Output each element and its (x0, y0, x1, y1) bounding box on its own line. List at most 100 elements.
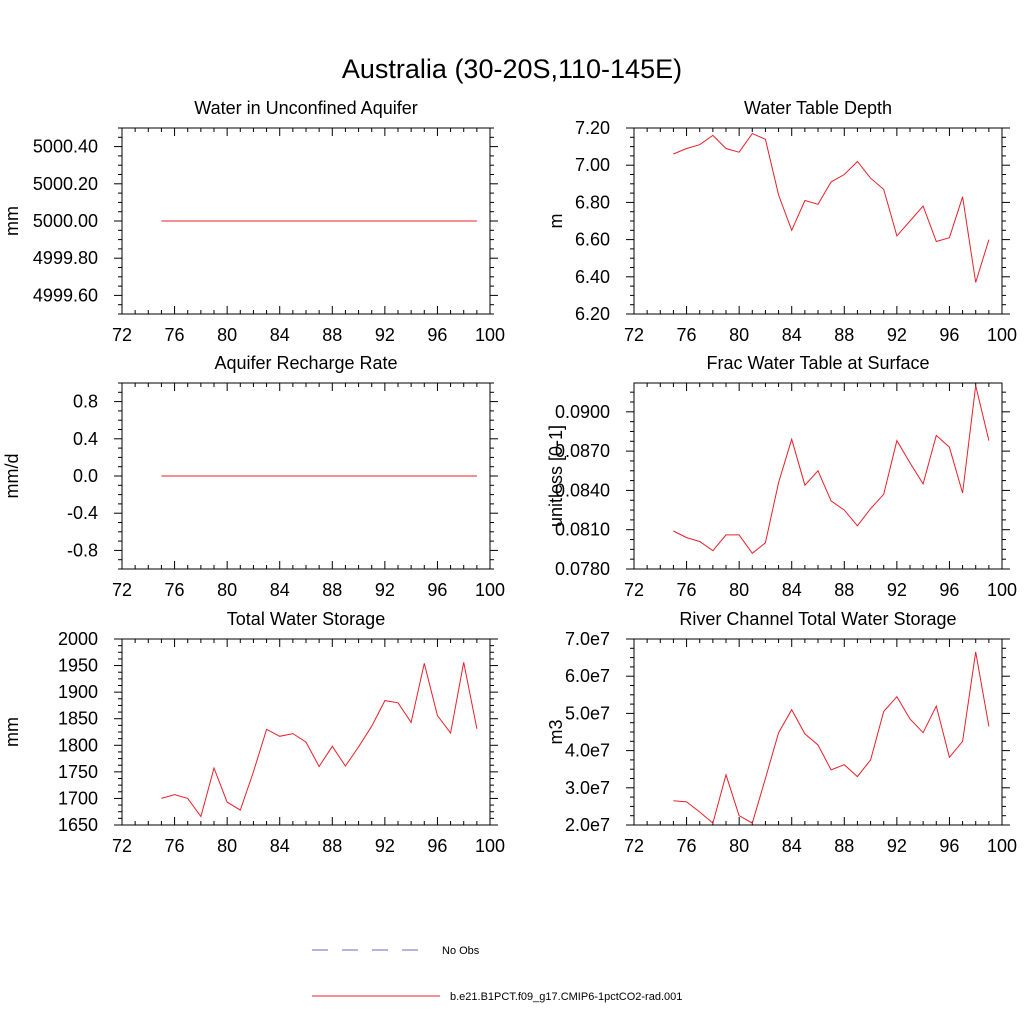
y-tick-label: 1850 (58, 709, 98, 729)
y-tick-label: 6.20 (575, 304, 610, 324)
y-tick-label: 5000.00 (33, 211, 98, 231)
y-tick-label: 2.0e7 (565, 815, 610, 835)
plot-frame (633, 382, 1003, 570)
y-tick-label: 1950 (58, 656, 98, 676)
x-tick-label: 84 (782, 580, 802, 600)
y-tick-label: 4999.80 (33, 248, 98, 268)
panel-1: Water in Unconfined Aquifer mm 72 76 80 84 88 9… (2, 98, 505, 345)
y-tick-label: 1800 (58, 735, 98, 755)
y-tick-label: 0.0840 (555, 480, 610, 500)
series-line (673, 651, 990, 824)
x-tick-label: 88 (834, 325, 854, 345)
y-tick-label: 7.00 (575, 155, 610, 175)
x-tick-label: 92 (887, 325, 907, 345)
y-tick-label: 5.0e7 (565, 703, 610, 723)
y-ticks (626, 391, 1010, 570)
x-tick-label: 84 (270, 580, 290, 600)
y-tick-label: -0.8 (67, 540, 98, 560)
y-tick-label: 6.60 (575, 230, 610, 250)
panel-title: Aquifer Recharge Rate (214, 353, 397, 373)
y-tick-label: 4999.60 (33, 285, 98, 305)
y-tick-label: 6.40 (575, 267, 610, 287)
panel-title: Total Water Storage (227, 609, 385, 629)
x-ticks (121, 383, 491, 569)
y-ticks (114, 127, 498, 315)
y-tick-label: 5000.40 (33, 137, 98, 157)
y-tick-label: 1750 (58, 762, 98, 782)
x-tick-label: 92 (887, 580, 907, 600)
panel-title: Water in Unconfined Aquifer (194, 98, 417, 118)
y-axis-label: mm (2, 206, 22, 236)
x-tick-label: 80 (729, 580, 749, 600)
x-tick-label: 88 (322, 325, 342, 345)
y-tick-label: -0.4 (67, 503, 98, 523)
y-tick-label: 5000.20 (33, 174, 98, 194)
x-tick-label: 100 (987, 580, 1017, 600)
x-tick-label: 92 (887, 836, 907, 856)
panel-2: Water Table Depth m 72 76 80 84 88 92 96 100 6.20 6… (546, 98, 1017, 345)
y-tick-label: 1650 (58, 815, 98, 835)
legend: No Obs b.e21.B1PCT.f09_g17.CMIP6-1pctCO2-… (312, 945, 682, 1003)
series-line (673, 385, 990, 555)
x-tick-label: 88 (834, 836, 854, 856)
y-tick-label: 0.0810 (555, 520, 610, 540)
x-tick-label: 76 (165, 325, 185, 345)
y-tick-label: 6.80 (575, 192, 610, 212)
x-tick-label: 96 (939, 836, 959, 856)
panel-3: Aquifer Recharge Rate mm/d 72 76 80 84 88 92 96 1… (2, 353, 505, 600)
x-tick-label: 96 (427, 325, 447, 345)
x-ticks (121, 128, 491, 314)
y-tick-label: 0.0870 (555, 441, 610, 461)
panel-title: Frac Water Table at Surface (706, 353, 929, 373)
x-tick-label: 96 (427, 580, 447, 600)
y-tick-label: 0.0 (73, 466, 98, 486)
x-tick-label: 100 (987, 836, 1017, 856)
x-tick-label: 80 (217, 580, 237, 600)
plot-frame (633, 127, 1003, 315)
x-tick-label: 76 (677, 836, 697, 856)
x-tick-label: 100 (475, 580, 505, 600)
y-tick-label: 7.20 (575, 118, 610, 138)
y-tick-label: 0.8 (73, 392, 98, 412)
series-line (161, 662, 478, 818)
panel-title: Water Table Depth (744, 98, 892, 118)
panel-6: River Channel Total Water Storage m3 72 76 8… (546, 609, 1017, 856)
y-axis-label: m (546, 214, 566, 229)
y-ticks (626, 127, 1010, 315)
x-tick-label: 72 (624, 325, 644, 345)
x-tick-label: 84 (782, 836, 802, 856)
x-ticks (633, 639, 1003, 825)
y-tick-label: 1700 (58, 788, 98, 808)
x-tick-label: 72 (112, 836, 132, 856)
x-tick-label: 76 (677, 325, 697, 345)
legend-item: No Obs (312, 945, 480, 957)
y-axis-label: mm/d (2, 454, 22, 499)
x-tick-label: 92 (375, 836, 395, 856)
x-tick-label: 76 (165, 580, 185, 600)
x-tick-label: 72 (624, 580, 644, 600)
x-tick-label: 96 (427, 836, 447, 856)
x-tick-label: 84 (782, 325, 802, 345)
y-tick-label: 3.0e7 (565, 778, 610, 798)
y-tick-label: 6.0e7 (565, 666, 610, 686)
y-tick-label: 0.0900 (555, 402, 610, 422)
y-tick-label: 4.0e7 (565, 741, 610, 761)
x-tick-label: 96 (939, 580, 959, 600)
x-tick-label: 84 (270, 325, 290, 345)
x-tick-label: 80 (729, 836, 749, 856)
panels: Water in Unconfined Aquifer mm 72 76 80 84 88 9… (2, 98, 1017, 856)
y-tick-label: 0.0780 (555, 559, 610, 579)
panel-4: Frac Water Table at Surface unitless [0-1… (546, 353, 1017, 600)
x-tick-label: 72 (624, 836, 644, 856)
x-tick-label: 92 (375, 580, 395, 600)
x-tick-label: 76 (165, 836, 185, 856)
y-axis-label: m3 (546, 719, 566, 744)
x-tick-label: 84 (270, 836, 290, 856)
x-tick-label: 88 (322, 836, 342, 856)
x-ticks (633, 383, 1003, 569)
x-tick-label: 96 (939, 325, 959, 345)
y-tick-label: 1900 (58, 682, 98, 702)
series-line (673, 132, 990, 283)
y-axis-label: mm (2, 717, 22, 747)
